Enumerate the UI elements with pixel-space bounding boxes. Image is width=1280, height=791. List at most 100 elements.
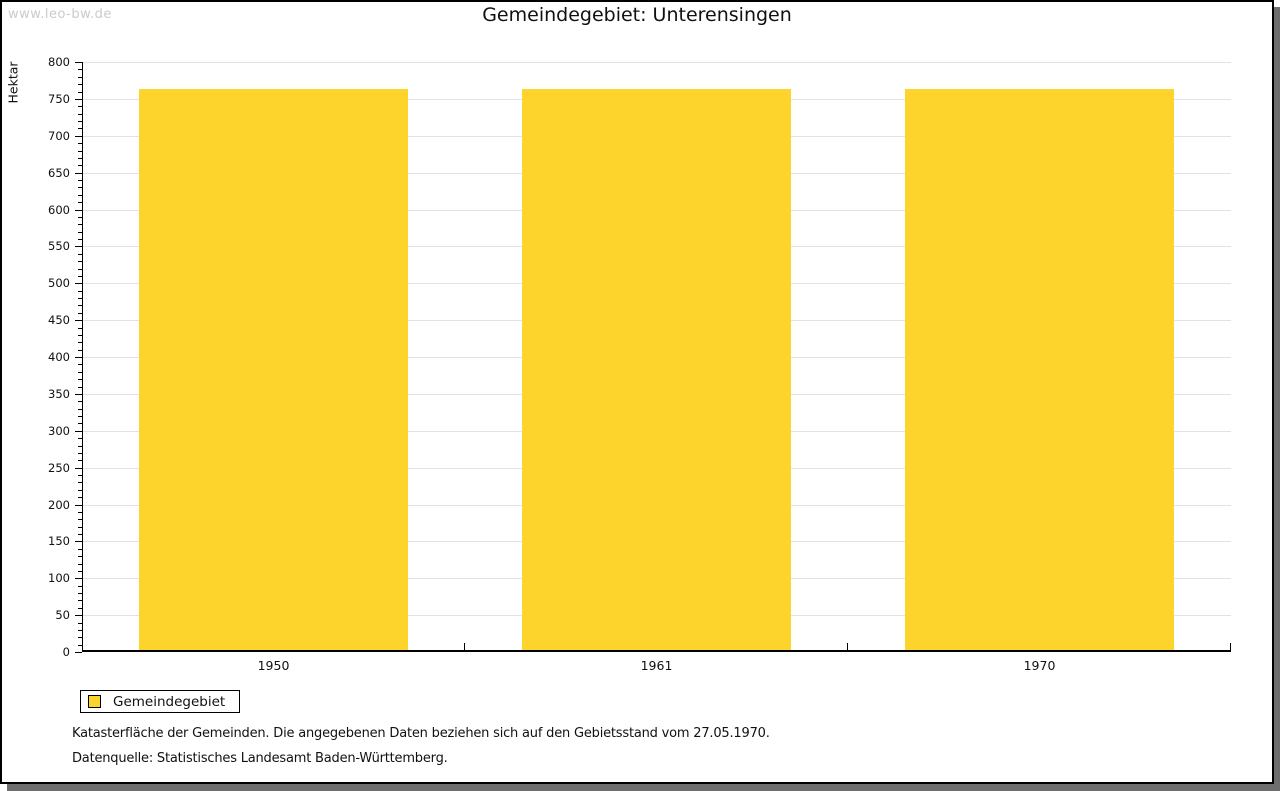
x-boundary-tick bbox=[1230, 643, 1231, 650]
y-tick-label: 200 bbox=[48, 497, 70, 512]
y-minor-tick bbox=[78, 519, 82, 521]
y-minor-tick bbox=[78, 143, 82, 145]
y-minor-tick bbox=[78, 194, 82, 196]
y-tick-label: 100 bbox=[48, 571, 70, 586]
y-minor-tick bbox=[78, 607, 82, 609]
y-minor-tick bbox=[78, 511, 82, 513]
x-tick-label: 1970 bbox=[1023, 658, 1056, 673]
y-minor-tick bbox=[78, 386, 82, 388]
y-minor-tick bbox=[78, 379, 82, 381]
y-minor-tick bbox=[78, 548, 82, 550]
y-major-tick bbox=[75, 615, 82, 617]
x-boundary-tick bbox=[464, 643, 465, 650]
y-minor-tick bbox=[78, 327, 82, 329]
chart-title: Gemeindegebiet: Unterensingen bbox=[482, 4, 792, 26]
y-major-tick bbox=[75, 209, 82, 211]
y-tick-label: 450 bbox=[48, 313, 70, 328]
y-minor-tick bbox=[78, 342, 82, 344]
y-major-tick bbox=[75, 320, 82, 322]
y-minor-tick bbox=[78, 556, 82, 558]
y-minor-tick bbox=[78, 298, 82, 299]
x-tick-label: 1950 bbox=[257, 658, 290, 673]
y-minor-tick bbox=[78, 460, 82, 462]
y-minor-tick bbox=[78, 261, 82, 263]
y-minor-tick bbox=[78, 91, 82, 93]
y-tick-label: 800 bbox=[48, 55, 70, 69]
y-minor-tick bbox=[78, 312, 82, 314]
y-tick-label: 600 bbox=[48, 202, 70, 217]
y-major-tick bbox=[75, 62, 82, 63]
y-major-tick bbox=[75, 430, 82, 432]
y-major-tick bbox=[75, 135, 82, 137]
gridline-800 bbox=[83, 62, 1231, 63]
y-minor-tick bbox=[78, 84, 82, 86]
y-minor-tick bbox=[78, 526, 82, 528]
y-minor-tick bbox=[78, 349, 82, 351]
y-major-tick bbox=[75, 283, 82, 285]
y-minor-tick bbox=[78, 622, 82, 624]
y-minor-tick bbox=[78, 239, 82, 240]
y-minor-tick bbox=[78, 128, 82, 130]
y-minor-tick bbox=[78, 334, 82, 336]
legend-swatch bbox=[88, 695, 101, 708]
y-minor-tick bbox=[78, 408, 82, 410]
y-minor-tick bbox=[78, 224, 82, 226]
y-major-tick bbox=[75, 98, 82, 100]
y-tick-label: 150 bbox=[48, 534, 70, 549]
y-minor-tick bbox=[78, 268, 82, 270]
y-major-tick bbox=[75, 246, 82, 248]
y-minor-tick bbox=[78, 69, 82, 71]
y-minor-tick bbox=[78, 253, 82, 255]
watermark: www.leo-bw.de bbox=[8, 7, 112, 22]
y-tick-label: 250 bbox=[48, 460, 70, 475]
y-minor-tick bbox=[78, 644, 82, 646]
bar-1970 bbox=[905, 88, 1174, 650]
y-minor-tick bbox=[78, 482, 82, 484]
y-minor-tick bbox=[78, 475, 82, 476]
y-tick-label: 350 bbox=[48, 386, 70, 401]
y-axis-label: Hektar bbox=[5, 61, 21, 104]
y-minor-tick bbox=[78, 534, 82, 535]
y-axis-line bbox=[82, 62, 83, 652]
x-boundary-tick bbox=[847, 643, 848, 650]
y-major-tick bbox=[75, 393, 82, 395]
y-minor-tick bbox=[78, 438, 82, 440]
y-minor-tick bbox=[78, 157, 82, 159]
y-minor-tick bbox=[78, 364, 82, 366]
y-tick-label: 750 bbox=[48, 91, 70, 106]
y-tick-label: 550 bbox=[48, 239, 70, 254]
y-minor-tick bbox=[78, 445, 82, 447]
y-tick-label: 700 bbox=[48, 128, 70, 143]
y-minor-tick bbox=[78, 416, 82, 417]
y-minor-tick bbox=[78, 497, 82, 499]
y-minor-tick bbox=[78, 231, 82, 233]
y-minor-tick bbox=[78, 113, 82, 115]
y-minor-tick bbox=[78, 180, 82, 181]
y-major-tick bbox=[75, 541, 82, 543]
y-minor-tick bbox=[78, 629, 82, 631]
y-minor-tick bbox=[78, 275, 82, 277]
legend-label: Gemeindegebiet bbox=[113, 693, 226, 710]
y-major-tick bbox=[75, 172, 82, 174]
y-minor-tick bbox=[78, 150, 82, 152]
y-tick-label: 500 bbox=[48, 276, 70, 291]
y-tick-label: 300 bbox=[48, 423, 70, 438]
y-tick-label: 400 bbox=[48, 350, 70, 364]
legend: Gemeindegebiet bbox=[80, 690, 241, 713]
y-minor-tick bbox=[78, 165, 82, 167]
bar-1961 bbox=[522, 88, 791, 650]
y-minor-tick bbox=[78, 371, 82, 373]
y-minor-tick bbox=[78, 452, 82, 454]
y-tick-label: 50 bbox=[55, 608, 70, 623]
y-tick-label: 650 bbox=[48, 165, 70, 180]
y-major-tick bbox=[75, 652, 82, 653]
y-minor-tick bbox=[78, 76, 82, 78]
y-minor-tick bbox=[78, 187, 82, 189]
y-major-tick bbox=[75, 357, 82, 358]
footnote-source-note: Katasterfläche der Gemeinden. Die angege… bbox=[72, 726, 770, 741]
y-minor-tick bbox=[78, 637, 82, 639]
y-minor-tick bbox=[78, 401, 82, 403]
y-minor-tick bbox=[78, 489, 82, 491]
